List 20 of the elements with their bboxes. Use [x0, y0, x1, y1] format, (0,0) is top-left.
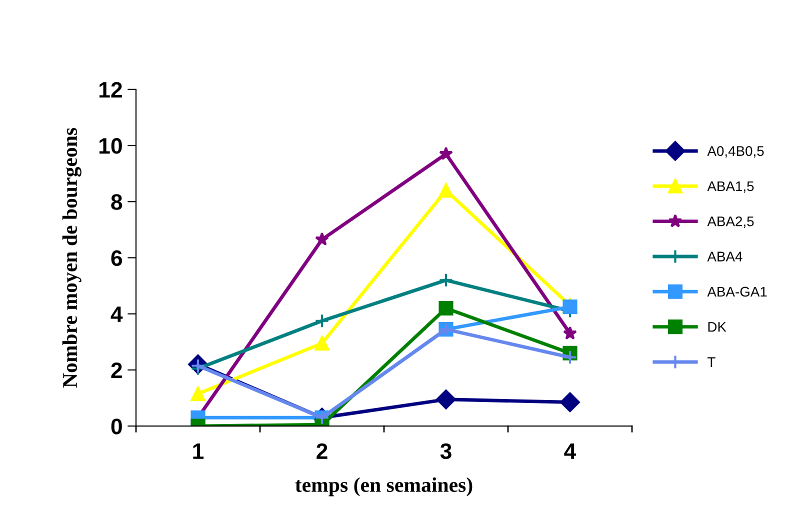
- legend-label: DK: [708, 322, 726, 332]
- legend-label: ABA2,5: [707, 216, 754, 228]
- legend-label: ABA1,5: [707, 181, 754, 193]
- x-tick-label: 3: [440, 443, 452, 460]
- y-tick-label: 6: [111, 250, 122, 266]
- legend-label: ABA4: [707, 252, 742, 262]
- y-tick-label: 4: [110, 306, 123, 322]
- y-tick-label: 12: [99, 82, 122, 98]
- x-tick-label: 2: [316, 443, 328, 459]
- y-tick-label: 8: [111, 194, 122, 210]
- y-tick-label: 2: [111, 362, 122, 378]
- y-tick-label: 10: [99, 138, 122, 154]
- legend-label: ABA-GA1: [707, 286, 767, 297]
- y-axis-title: Nombre moyen de bourgeons: [62, 128, 82, 388]
- legend-label: A0,4B0,5: [707, 146, 764, 158]
- legend-label: T: [708, 357, 716, 367]
- x-tick-label: 1: [193, 444, 204, 459]
- x-tick-label: 4: [564, 444, 576, 459]
- x-axis-title: temps (en semaines): [295, 477, 472, 496]
- y-tick-label: 0: [111, 418, 122, 434]
